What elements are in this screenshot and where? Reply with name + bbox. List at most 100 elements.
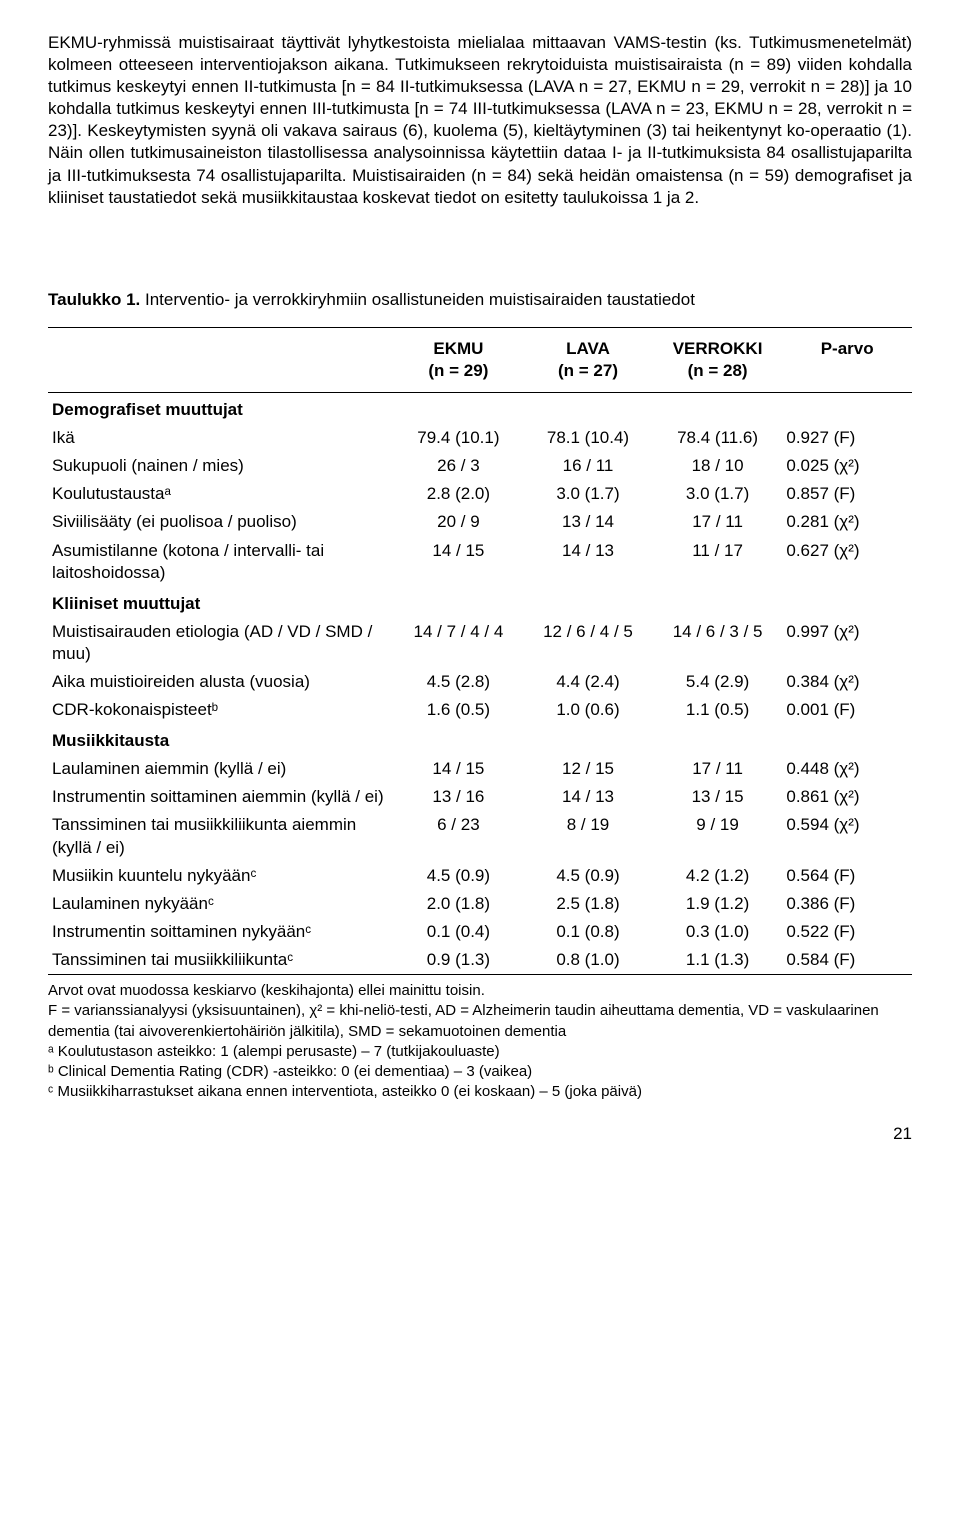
cell: 4.5 (0.9) [523,862,653,890]
cell-p: 0.386 (F) [782,890,912,918]
cell-p: 0.522 (F) [782,918,912,946]
cell: 20 / 9 [394,508,524,536]
table-row: CDR-kokonaispisteetᵇ1.6 (0.5)1.0 (0.6)1.… [48,696,912,724]
cell: 5.4 (2.9) [653,668,783,696]
cell: 3.0 (1.7) [523,480,653,508]
row-label: CDR-kokonaispisteetᵇ [48,696,394,724]
cell-p: 0.927 (F) [782,424,912,452]
cell: 4.2 (1.2) [653,862,783,890]
col-header-lava: LAVA(n = 27) [523,327,653,392]
footnote-line: Arvot ovat muodossa keskiarvo (keskihajo… [48,981,912,1001]
page-number: 21 [48,1123,912,1145]
cell: 2.5 (1.8) [523,890,653,918]
row-label: Instrumentin soittaminen nykyäänᶜ [48,918,394,946]
cell: 2.8 (2.0) [394,480,524,508]
table-row: Laulaminen aiemmin (kyllä / ei)14 / 1512… [48,755,912,783]
table-row: Instrumentin soittaminen nykyäänᶜ0.1 (0.… [48,918,912,946]
cell: 16 / 11 [523,452,653,480]
table-row: Laulaminen nykyäänᶜ2.0 (1.8)2.5 (1.8)1.9… [48,890,912,918]
cell: 78.4 (11.6) [653,424,783,452]
table-label: Taulukko 1. [48,290,140,309]
cell-p: 0.001 (F) [782,696,912,724]
cell: 8 / 19 [523,811,653,861]
cell: 3.0 (1.7) [653,480,783,508]
cell-p: 0.997 (χ²) [782,618,912,668]
footnote-line: F = varianssianalyysi (yksisuuntainen), … [48,1001,912,1042]
col-header-verrokki: VERROKKI(n = 28) [653,327,783,392]
cell-p: 0.564 (F) [782,862,912,890]
cell-p: 0.857 (F) [782,480,912,508]
table-row: Koulutustaustaᵃ2.8 (2.0)3.0 (1.7)3.0 (1.… [48,480,912,508]
cell: 14 / 13 [523,537,653,587]
cell: 14 / 7 / 4 / 4 [394,618,524,668]
cell: 0.9 (1.3) [394,946,524,975]
cell: 1.6 (0.5) [394,696,524,724]
cell: 1.0 (0.6) [523,696,653,724]
table-row: Asumistilanne (kotona / intervalli- tai … [48,537,912,587]
body-paragraph: EKMU-ryhmissä muistisairaat täyttivät ly… [48,32,912,209]
cell: 13 / 16 [394,783,524,811]
cell: 2.0 (1.8) [394,890,524,918]
cell: 78.1 (10.4) [523,424,653,452]
cell: 4.5 (0.9) [394,862,524,890]
cell: 13 / 14 [523,508,653,536]
cell: 14 / 6 / 3 / 5 [653,618,783,668]
cell-p: 0.861 (χ²) [782,783,912,811]
cell-p: 0.584 (F) [782,946,912,975]
table-row: Aika muistioireiden alusta (vuosia)4.5 (… [48,668,912,696]
row-label: Muistisairauden etiologia (AD / VD / SMD… [48,618,394,668]
data-table: EKMU(n = 29) LAVA(n = 27) VERROKKI(n = 2… [48,327,912,975]
cell: 4.5 (2.8) [394,668,524,696]
cell: 12 / 6 / 4 / 5 [523,618,653,668]
table-row: Musiikin kuuntelu nykyäänᶜ4.5 (0.9)4.5 (… [48,862,912,890]
cell-p: 0.281 (χ²) [782,508,912,536]
cell: 11 / 17 [653,537,783,587]
row-label: Koulutustaustaᵃ [48,480,394,508]
table-row: Siviilisääty (ei puolisoa / puoliso)20 /… [48,508,912,536]
cell-p: 0.384 (χ²) [782,668,912,696]
table-row: Tanssiminen tai musiikkiliikunta aiemmin… [48,811,912,861]
cell-p: 0.594 (χ²) [782,811,912,861]
row-label: Laulaminen aiemmin (kyllä / ei) [48,755,394,783]
table-row: Sukupuoli (nainen / mies)26 / 316 / 1118… [48,452,912,480]
row-label: Siviilisääty (ei puolisoa / puoliso) [48,508,394,536]
cell-p: 0.627 (χ²) [782,537,912,587]
cell: 18 / 10 [653,452,783,480]
table-row: Muistisairauden etiologia (AD / VD / SMD… [48,618,912,668]
cell: 12 / 15 [523,755,653,783]
row-label: Instrumentin soittaminen aiemmin (kyllä … [48,783,394,811]
cell: 14 / 15 [394,755,524,783]
cell: 1.1 (0.5) [653,696,783,724]
cell-p: 0.448 (χ²) [782,755,912,783]
cell: 17 / 11 [653,755,783,783]
cell: 17 / 11 [653,508,783,536]
cell: 13 / 15 [653,783,783,811]
footnote-line: ᵃ Koulutustason asteikko: 1 (alempi peru… [48,1042,912,1062]
cell: 6 / 23 [394,811,524,861]
cell-p: 0.025 (χ²) [782,452,912,480]
row-label: Musiikin kuuntelu nykyäänᶜ [48,862,394,890]
section-header: Demografiset muuttujat [48,393,912,425]
cell: 4.4 (2.4) [523,668,653,696]
cell: 1.9 (1.2) [653,890,783,918]
row-label: Ikä [48,424,394,452]
section-header: Kliiniset muuttujat [48,587,912,618]
footnote-line: ᶜ Musiikkiharrastukset aikana ennen inte… [48,1082,912,1102]
cell: 26 / 3 [394,452,524,480]
row-label: Asumistilanne (kotona / intervalli- tai … [48,537,394,587]
row-label: Tanssiminen tai musiikkiliikunta aiemmin… [48,811,394,861]
table-caption: Interventio- ja verrokkiryhmiin osallist… [145,290,695,309]
cell: 0.1 (0.8) [523,918,653,946]
cell: 0.3 (1.0) [653,918,783,946]
table-row: Instrumentin soittaminen aiemmin (kyllä … [48,783,912,811]
footnotes: Arvot ovat muodossa keskiarvo (keskihajo… [48,981,912,1103]
table-row: Tanssiminen tai musiikkiliikuntaᶜ0.9 (1.… [48,946,912,975]
cell: 14 / 13 [523,783,653,811]
footnote-line: ᵇ Clinical Dementia Rating (CDR) -asteik… [48,1062,912,1082]
cell: 1.1 (1.3) [653,946,783,975]
cell: 9 / 19 [653,811,783,861]
cell: 0.1 (0.4) [394,918,524,946]
col-header-p: P-arvo [782,327,912,392]
cell: 79.4 (10.1) [394,424,524,452]
row-label: Laulaminen nykyäänᶜ [48,890,394,918]
